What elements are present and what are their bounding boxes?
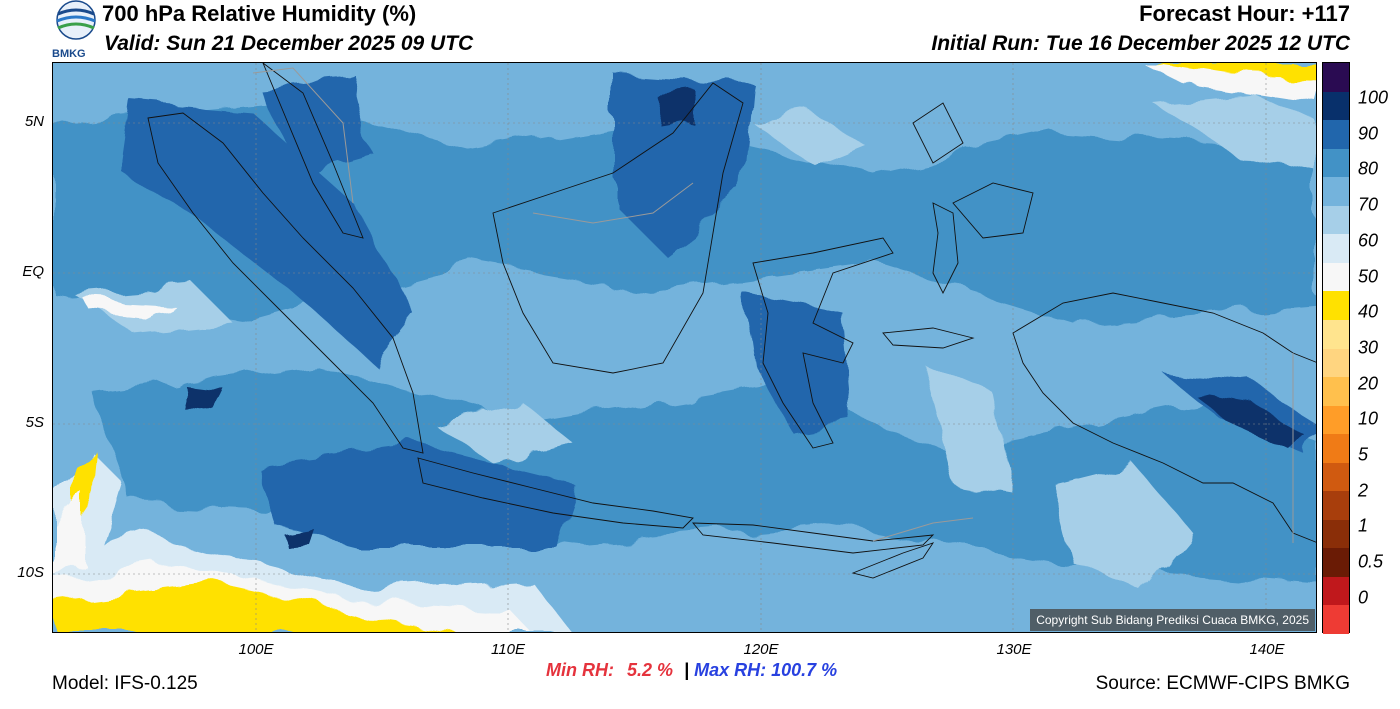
copyright-notice: Copyright Sub Bidang Prediksi Cuaca BMKG… (1030, 609, 1315, 631)
colorbar-segment (1323, 519, 1349, 549)
logo-text: BMKG (52, 48, 86, 60)
lat-label-10s: 10S (17, 564, 44, 581)
humidity-map: Copyright Sub Bidang Prediksi Cuaca BMKG… (52, 62, 1317, 633)
colorbar (1322, 62, 1350, 635)
lat-label-eq: EQ (22, 263, 44, 280)
colorbar-segment (1323, 148, 1349, 178)
min-max-rh: Min RH: 5.2 % | Max RH: 100.7 % (546, 660, 837, 681)
lat-label-5s: 5S (25, 414, 44, 431)
colorbar-segment (1323, 434, 1349, 464)
max-rh-label: Max RH: (694, 660, 767, 680)
colorbar-segment (1323, 177, 1349, 207)
bmkg-logo (52, 0, 100, 58)
colorbar-segment (1323, 548, 1349, 578)
colorbar-segment (1323, 462, 1349, 492)
lon-label-110e: 110E (491, 641, 525, 658)
source-label: Source: ECMWF-CIPS BMKG (1095, 673, 1350, 694)
colorbar-label: 20 (1358, 373, 1379, 394)
colorbar-segment (1323, 348, 1349, 378)
colorbar-segment (1323, 576, 1349, 606)
colorbar-segment (1323, 120, 1349, 150)
min-rh-label: Min RH: (546, 660, 614, 680)
model-label: Model: IFS-0.125 (52, 673, 198, 694)
chart-title: 700 hPa Relative Humidity (%) (102, 1, 417, 26)
lon-label-130e: 130E (996, 641, 1032, 658)
colorbar-segment (1323, 319, 1349, 349)
colorbar-label: 60 (1358, 230, 1379, 251)
colorbar-label: 2 (1358, 480, 1369, 501)
colorbar-segment (1323, 262, 1349, 292)
colorbar-label: 70 (1358, 194, 1379, 215)
initial-run: Initial Run: Tue 16 December 2025 12 UTC (931, 32, 1350, 55)
colorbar-label: 100 (1358, 87, 1389, 108)
humidity-field (53, 63, 1316, 632)
forecast-hour: Forecast Hour: +117 (1139, 1, 1350, 26)
colorbar-label: 0.5 (1358, 551, 1384, 572)
colorbar-label: 90 (1358, 123, 1379, 144)
colorbar-segment (1323, 91, 1349, 121)
lon-label-140e: 140E (1249, 641, 1285, 658)
colorbar-label: 80 (1358, 158, 1379, 179)
colorbar-label: 30 (1358, 337, 1379, 358)
colorbar-segment (1323, 63, 1349, 93)
colorbar-label: 1 (1358, 515, 1369, 536)
colorbar-segment (1323, 291, 1349, 321)
min-rh-value: 5.2 % (627, 660, 674, 680)
colorbar-label: 5 (1358, 444, 1369, 465)
colorbar-segment (1323, 405, 1349, 435)
colorbar-segment (1323, 205, 1349, 235)
valid-time: Valid: Sun 21 December 2025 09 UTC (104, 32, 474, 55)
colorbar-segment (1323, 605, 1349, 635)
grid-lines (53, 63, 1316, 632)
colorbar-label: 0 (1358, 587, 1369, 608)
colorbar-label: 50 (1358, 266, 1379, 286)
stats-separator: | (684, 660, 690, 680)
colorbar-segment (1323, 234, 1349, 264)
max-rh-value: 100.7 % (771, 660, 838, 680)
colorbar-segment (1323, 377, 1349, 407)
colorbar-label: 10 (1358, 408, 1379, 429)
colorbar-label: 40 (1358, 301, 1379, 322)
colorbar-segment (1323, 491, 1349, 521)
borders (252, 67, 1294, 543)
lat-label-5n: 5N (24, 113, 44, 130)
lon-label-120e: 120E (743, 641, 779, 658)
lon-label-100e: 100E (238, 641, 274, 658)
